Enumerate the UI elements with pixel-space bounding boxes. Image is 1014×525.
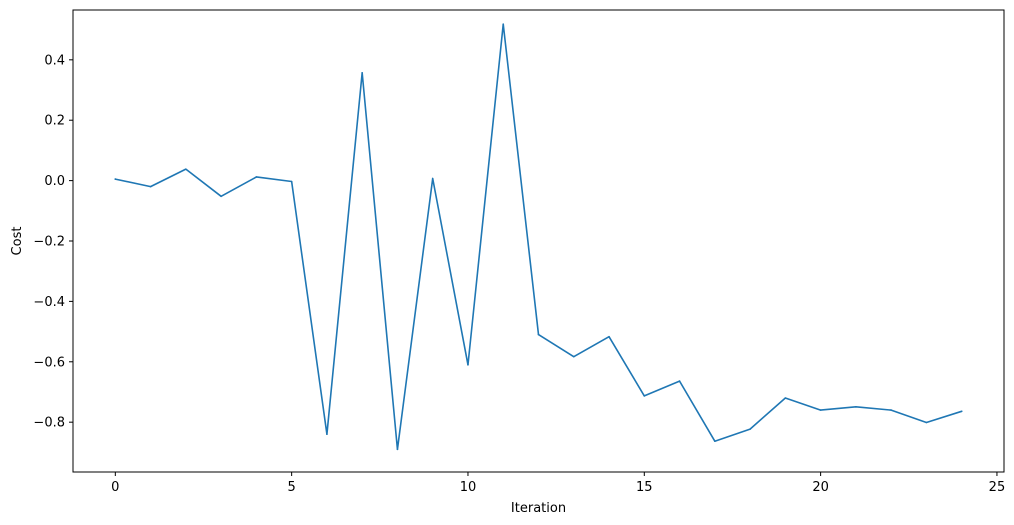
- x-tick-label: 5: [288, 480, 296, 495]
- data-point: [396, 448, 399, 451]
- data-point: [326, 433, 328, 436]
- y-tick-label: −0.6: [33, 355, 65, 370]
- x-tick-label: 15: [636, 480, 653, 495]
- data-point: [255, 176, 258, 178]
- plot-frame: [72, 9, 1005, 473]
- x-tick-label: 0: [111, 480, 119, 495]
- data-point: [608, 335, 610, 338]
- y-tick-label: −0.2: [33, 235, 65, 250]
- x-tick-label: 20: [812, 480, 829, 495]
- data-point: [502, 23, 505, 25]
- data-point: [925, 421, 928, 424]
- data-point: [361, 72, 363, 74]
- x-axis-ticks: 0 5 10 15 20 25: [111, 472, 1005, 495]
- y-axis-label: Cost: [10, 227, 25, 256]
- data-point: [749, 428, 751, 430]
- y-axis-ticks: −0.8 −0.6 −0.4 −0.2 0.0 0.2 0.4: [33, 53, 73, 431]
- data-point: [643, 395, 646, 397]
- y-tick-label: −0.8: [33, 416, 65, 431]
- y-tick-label: 0.2: [44, 114, 65, 129]
- x-tick-label: 10: [460, 480, 477, 495]
- data-point: [714, 440, 716, 443]
- data-point: [114, 178, 117, 180]
- data-point: [572, 355, 575, 358]
- data-point: [467, 364, 469, 366]
- data-point: [220, 195, 222, 198]
- data-point: [960, 410, 963, 413]
- x-axis-label: Iteration: [511, 501, 566, 516]
- data-point: [678, 380, 681, 382]
- data-point: [819, 409, 822, 411]
- y-tick-label: 0.0: [44, 174, 65, 189]
- data-points: [114, 23, 963, 451]
- data-point: [890, 409, 892, 411]
- data-point: [537, 333, 540, 336]
- data-point: [855, 405, 857, 408]
- data-point: [149, 185, 152, 188]
- data-point: [185, 168, 187, 170]
- data-point: [431, 177, 434, 180]
- y-tick-label: 0.4: [44, 53, 65, 68]
- data-point: [784, 397, 787, 399]
- x-tick-label: 25: [989, 480, 1006, 495]
- data-point: [290, 180, 293, 183]
- y-tick-label: −0.4: [33, 295, 65, 310]
